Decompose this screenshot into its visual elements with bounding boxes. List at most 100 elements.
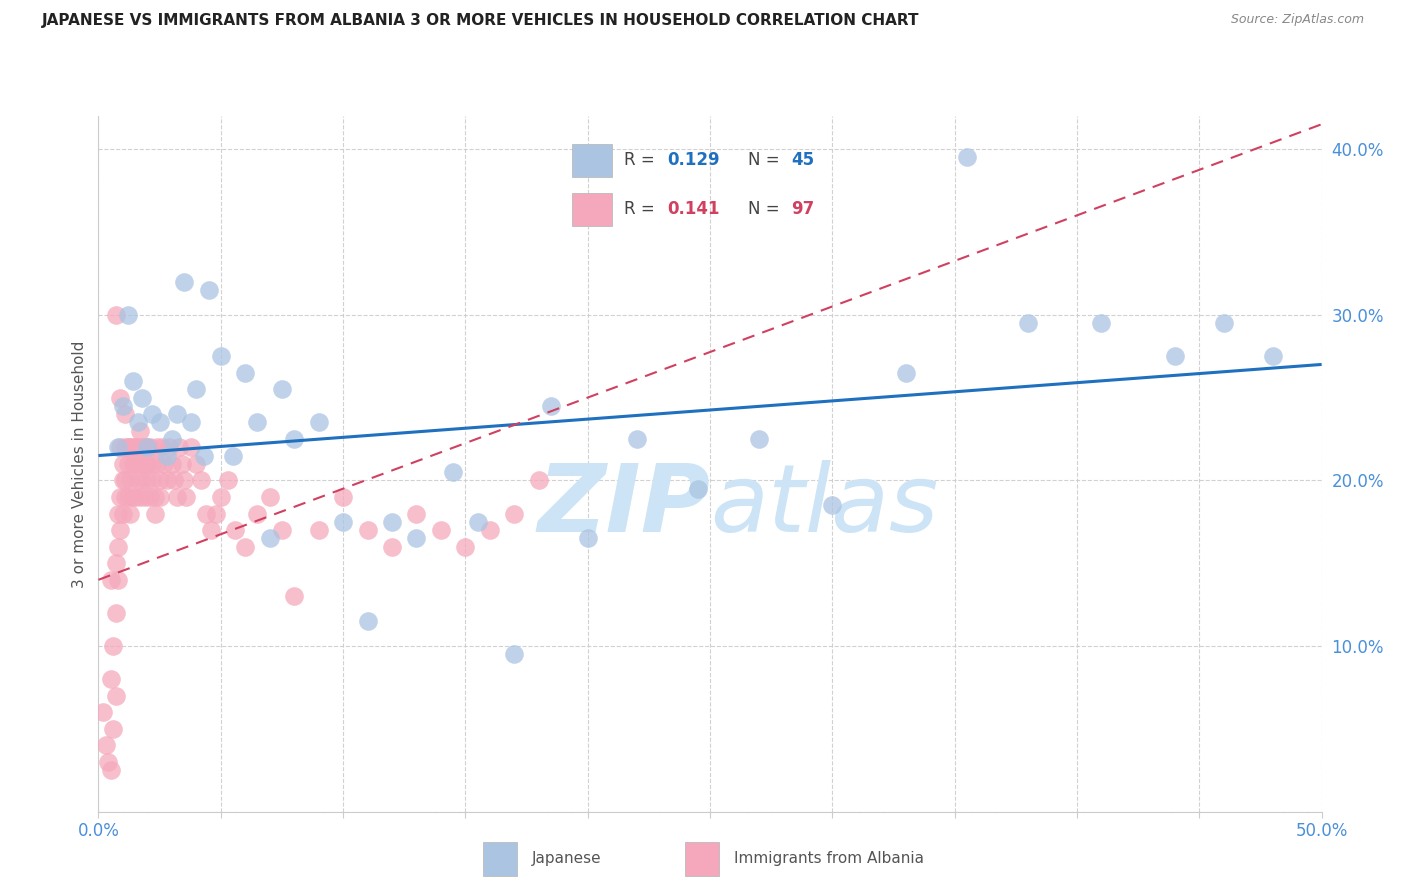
Point [430,523,453,537]
Point [107,507,129,521]
Point [129,424,152,438]
Point [111,399,134,413]
Point [454,540,477,554]
Point [405,532,427,546]
Point [283,590,305,604]
Point [124,440,146,454]
Point [209,490,232,504]
Point [111,457,134,471]
Point [821,498,844,512]
Point [270,523,294,537]
Point [153,457,176,471]
Point [107,540,129,554]
Point [127,474,149,488]
Point [356,614,378,628]
Point [101,722,124,736]
Point [166,407,188,421]
Point [246,416,269,430]
Point [503,507,526,521]
Point [136,440,159,454]
Point [107,573,129,587]
Point [176,490,198,504]
Point [149,474,172,488]
Point [170,457,193,471]
Point [143,490,166,504]
Point [222,449,245,463]
Point [195,507,218,521]
Point [1212,316,1234,330]
Point [91,706,114,720]
Point [121,374,143,388]
Text: Japanese: Japanese [533,851,602,866]
Point [233,366,256,380]
Point [120,507,142,521]
Point [117,308,139,322]
Point [270,382,294,396]
Point [110,391,132,405]
Point [134,440,156,454]
Point [111,507,134,521]
Text: R =: R = [624,200,661,219]
Point [136,474,159,488]
Point [156,474,179,488]
Point [129,490,152,504]
Point [527,474,550,488]
Point [136,457,159,471]
Point [104,606,127,620]
Point [121,490,143,504]
Point [186,457,208,471]
Point [124,440,146,454]
Point [540,399,562,413]
Point [956,150,979,164]
FancyBboxPatch shape [484,842,517,876]
Point [139,440,162,454]
Point [626,432,648,446]
Point [117,457,139,471]
Point [180,416,202,430]
Point [100,573,122,587]
Point [173,474,195,488]
Point [136,440,159,454]
Point [110,490,132,504]
Text: JAPANESE VS IMMIGRANTS FROM ALBANIA 3 OR MORE VEHICLES IN HOUSEHOLD CORRELATION : JAPANESE VS IMMIGRANTS FROM ALBANIA 3 OR… [42,13,920,29]
Point [259,532,281,546]
Point [441,465,464,479]
Point [163,474,186,488]
Point [167,440,190,454]
Point [160,457,183,471]
Text: 0.129: 0.129 [668,151,720,169]
Point [141,407,163,421]
Point [141,457,163,471]
Point [308,523,330,537]
Point [1090,316,1112,330]
Point [146,440,169,454]
Point [100,764,122,778]
Point [110,523,132,537]
Point [114,440,136,454]
Point [332,490,354,504]
Point [114,490,136,504]
Point [131,391,153,405]
Point [143,507,166,521]
Point [1261,349,1284,363]
Point [134,490,156,504]
Point [308,416,330,430]
Point [104,556,127,570]
Point [381,515,404,529]
Point [120,440,142,454]
Point [173,275,195,289]
Point [149,490,172,504]
Point [141,474,163,488]
Point [332,515,354,529]
Point [120,440,142,454]
Point [1017,316,1039,330]
Text: N =: N = [748,200,785,219]
Point [209,349,232,363]
Point [117,440,139,454]
Point [104,308,127,322]
Text: 0.141: 0.141 [668,200,720,219]
Text: 45: 45 [792,151,814,169]
Point [117,490,139,504]
Point [259,490,281,504]
Point [104,689,127,703]
